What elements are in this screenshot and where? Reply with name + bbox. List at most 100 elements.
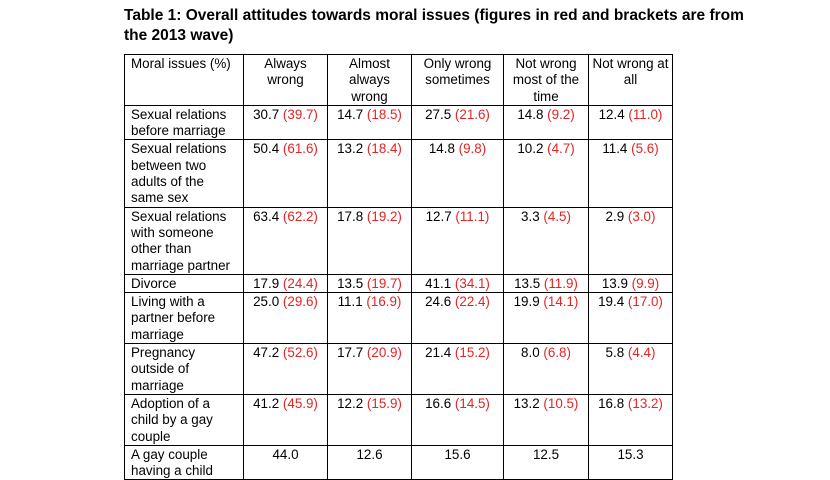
value-cell: 13.2 (18.4) bbox=[327, 139, 412, 208]
prior-wave-value: (18.5) bbox=[366, 106, 402, 122]
current-wave-value: 16.6 bbox=[425, 395, 452, 411]
row-issue-label: Sexual relations before marriage bbox=[124, 104, 244, 141]
value-cell: 41.2 (45.9) bbox=[243, 393, 328, 446]
table-row: Adoption of a child by a gay couple 41.2 … bbox=[124, 393, 673, 446]
current-wave-value: 12.5 bbox=[532, 446, 560, 462]
value-cell: 11.1 (16.9) bbox=[327, 292, 412, 345]
current-wave-value: 17.7 bbox=[337, 345, 364, 361]
prior-wave-value: (16.9) bbox=[366, 294, 402, 310]
header-moral-issues: Moral issues (%) bbox=[124, 54, 244, 106]
current-wave-value: 13.5 bbox=[337, 275, 364, 291]
moral-issues-table: Moral issues (%) Always wrong Almost alw… bbox=[124, 54, 673, 480]
prior-wave-value: (3.0) bbox=[627, 208, 656, 224]
table-row: Divorce 17.9 (24.4) 13.5 (19.7) 41.1 (34.1)… bbox=[124, 273, 673, 294]
row-issue-label: Sexual relations between two adults of t… bbox=[124, 139, 244, 208]
current-wave-value: 2.9 bbox=[605, 208, 625, 224]
value-cell: 21.4 (15.2) bbox=[411, 343, 504, 395]
table-row: Sexual relations before marriage 30.7 (39… bbox=[124, 104, 673, 141]
prior-wave-value: (6.8) bbox=[543, 345, 571, 361]
value-cell: 14.8 (9.2) bbox=[503, 104, 589, 141]
value-cell: 12.7 (11.1) bbox=[411, 206, 504, 275]
current-wave-value: 12.4 bbox=[598, 106, 625, 122]
prior-wave-value: (19.7) bbox=[366, 275, 402, 291]
header-not-wrong-most-of-the-time: Not wrong most of the time bbox=[503, 54, 589, 106]
current-wave-value: 11.4 bbox=[602, 141, 628, 157]
value-cell: 13.9 (9.9) bbox=[588, 273, 673, 294]
current-wave-value: 13.9 bbox=[601, 275, 628, 291]
prior-wave-value: (4.7) bbox=[547, 141, 575, 157]
prior-wave-value: (11.0) bbox=[628, 106, 663, 122]
value-cell: 16.8 (13.2) bbox=[588, 393, 673, 446]
prior-wave-value: (21.6) bbox=[454, 106, 490, 122]
row-issue-label: A gay couple having a child bbox=[124, 444, 244, 480]
prior-wave-value: (45.9) bbox=[282, 395, 318, 411]
value-cell: 19.4 (17.0) bbox=[588, 292, 673, 345]
prior-wave-value: (62.2) bbox=[282, 208, 318, 224]
value-cell: 12.5 bbox=[503, 444, 589, 480]
value-cell: 47.2 (52.6) bbox=[243, 343, 328, 395]
current-wave-value: 27.5 bbox=[425, 106, 452, 122]
current-wave-value: 17.9 bbox=[253, 275, 280, 291]
value-cell: 14.7 (18.5) bbox=[327, 104, 412, 141]
current-wave-value: 17.8 bbox=[337, 208, 364, 224]
value-cell: 25.0 (29.6) bbox=[243, 292, 328, 345]
current-wave-value: 14.8 bbox=[428, 141, 455, 157]
current-wave-value: 41.1 bbox=[425, 275, 452, 291]
table-row: Pregnancy outside of marriage 47.2 (52.6)… bbox=[124, 343, 673, 395]
current-wave-value: 25.0 bbox=[253, 294, 280, 310]
value-cell: 12.2 (15.9) bbox=[327, 393, 412, 446]
current-wave-value: 3.3 bbox=[521, 208, 540, 224]
value-cell: 12.4 (11.0) bbox=[588, 104, 673, 141]
current-wave-value: 63.4 bbox=[253, 208, 280, 224]
current-wave-value: 50.4 bbox=[253, 141, 280, 157]
current-wave-value: 12.2 bbox=[337, 395, 364, 411]
value-cell: 3.3 (4.5) bbox=[503, 206, 589, 275]
value-cell: 27.5 (21.6) bbox=[411, 104, 504, 141]
value-cell: 16.6 (14.5) bbox=[411, 393, 504, 446]
prior-wave-value: (11.1) bbox=[455, 208, 490, 224]
current-wave-value: 13.2 bbox=[513, 395, 540, 411]
current-wave-value: 47.2 bbox=[253, 345, 280, 361]
table-row: Sexual relations between two adults of t… bbox=[124, 139, 673, 208]
row-issue-label: Living with a partner before marriage bbox=[124, 292, 244, 345]
value-cell: 44.0 bbox=[243, 444, 328, 480]
prior-wave-value: (20.9) bbox=[366, 345, 402, 361]
value-cell: 41.1 (34.1) bbox=[411, 273, 504, 294]
current-wave-value: 44.0 bbox=[272, 446, 299, 462]
value-cell: 14.8 (9.8) bbox=[411, 139, 504, 208]
table-row: Living with a partner before marriage 25.… bbox=[124, 292, 673, 345]
header-not-wrong-at-all: Not wrong at all bbox=[588, 54, 673, 106]
value-cell: 17.9 (24.4) bbox=[243, 273, 328, 294]
value-cell: 13.5 (19.7) bbox=[327, 273, 412, 294]
header-only-wrong-sometimes: Only wrong sometimes bbox=[411, 54, 504, 106]
value-cell: 63.4 (62.2) bbox=[243, 206, 328, 275]
prior-wave-value: (4.4) bbox=[627, 345, 656, 361]
prior-wave-value: (15.2) bbox=[454, 345, 490, 361]
current-wave-value: 15.6 bbox=[444, 446, 471, 462]
prior-wave-value: (24.4) bbox=[282, 275, 318, 291]
row-issue-label: Pregnancy outside of marriage bbox=[124, 343, 244, 395]
prior-wave-value: (9.2) bbox=[547, 106, 575, 122]
prior-wave-value: (61.6) bbox=[282, 141, 318, 157]
current-wave-value: 5.8 bbox=[605, 345, 625, 361]
value-cell: 11.4 (5.6) bbox=[588, 139, 673, 208]
current-wave-value: 13.2 bbox=[337, 141, 364, 157]
prior-wave-value: (13.2) bbox=[627, 395, 663, 411]
value-cell: 5.8 (4.4) bbox=[588, 343, 673, 395]
prior-wave-value: (11.9) bbox=[543, 275, 578, 291]
prior-wave-value: (5.6) bbox=[631, 141, 659, 157]
current-wave-value: 8.0 bbox=[521, 345, 540, 361]
current-wave-value: 41.2 bbox=[253, 395, 280, 411]
prior-wave-value: (9.9) bbox=[631, 275, 660, 291]
table-row: Sexual relations with someone other than… bbox=[124, 206, 673, 275]
value-cell: 19.9 (14.1) bbox=[503, 292, 589, 345]
current-wave-value: 19.4 bbox=[598, 294, 625, 310]
current-wave-value: 12.7 bbox=[425, 208, 452, 224]
value-cell: 15.3 bbox=[588, 444, 673, 480]
prior-wave-value: (34.1) bbox=[454, 275, 490, 291]
header-almost-always-wrong: Almost always wrong bbox=[327, 54, 412, 106]
value-cell: 13.2 (10.5) bbox=[503, 393, 589, 446]
prior-wave-value: (15.9) bbox=[366, 395, 402, 411]
value-cell: 13.5 (11.9) bbox=[503, 273, 589, 294]
current-wave-value: 24.6 bbox=[425, 294, 452, 310]
